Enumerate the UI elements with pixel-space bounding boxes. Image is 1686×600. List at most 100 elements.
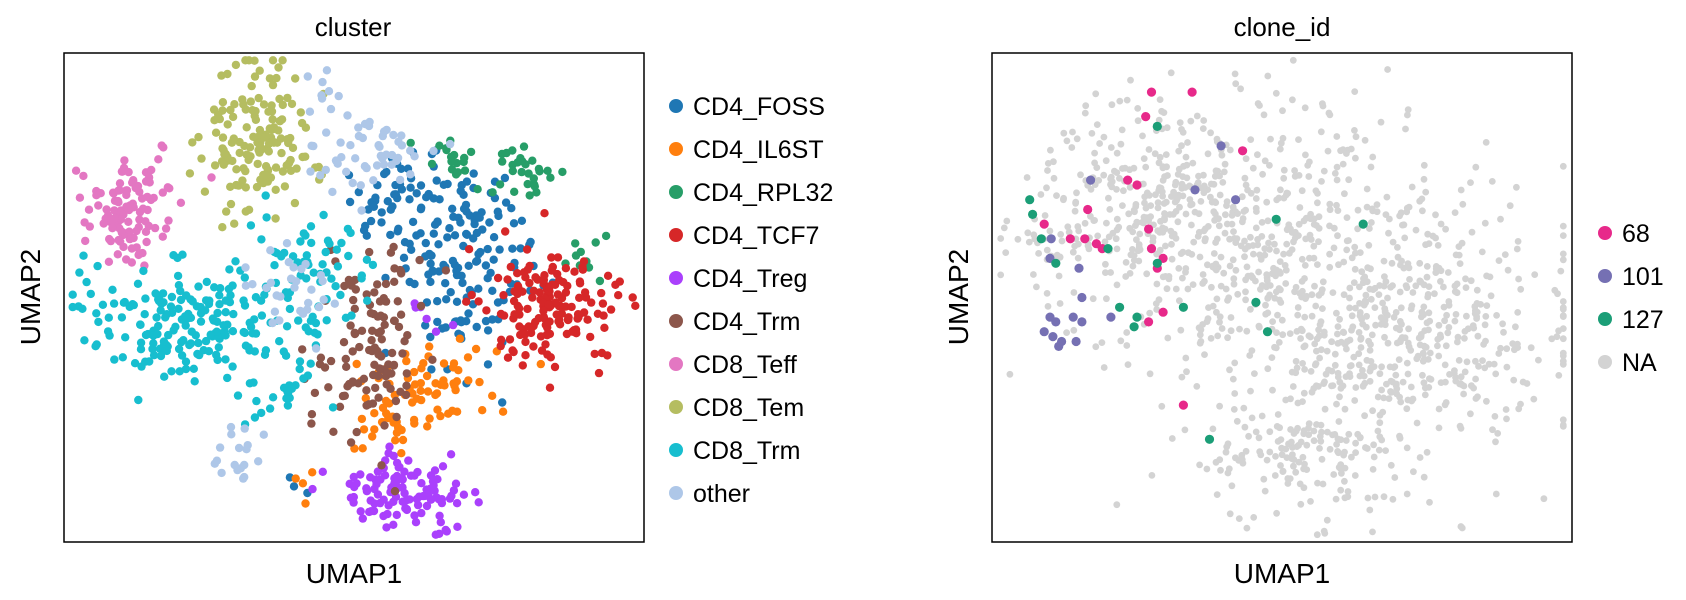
- point-na: [1348, 326, 1355, 334]
- point-cd4-rpl32: [591, 238, 600, 247]
- point-cd4-foss: [507, 204, 516, 213]
- point-cd4-foss: [426, 277, 435, 287]
- point-cd4-tcf7: [501, 227, 510, 236]
- point-cd8-trm: [257, 408, 266, 418]
- point-na: [1312, 382, 1320, 390]
- point-cd4-foss: [493, 298, 503, 307]
- point-na: [1453, 289, 1461, 297]
- point-na: [1179, 129, 1187, 136]
- point-na: [1227, 327, 1235, 335]
- point-cd4-trm: [373, 312, 382, 321]
- point-na: [1456, 422, 1464, 430]
- point-cd4-foss: [377, 218, 386, 227]
- point-clone-68: [1158, 307, 1168, 317]
- point-cd8-trm: [279, 347, 288, 356]
- point-other: [236, 464, 245, 473]
- point-na: [1175, 165, 1183, 173]
- point-na: [1404, 370, 1412, 378]
- point-na: [1174, 170, 1182, 178]
- point-na: [1346, 304, 1353, 312]
- point-na: [1535, 356, 1542, 364]
- point-cd4-trm: [402, 369, 411, 378]
- point-cd8-tem: [227, 138, 237, 147]
- point-cd4-trm: [387, 348, 397, 358]
- point-cd8-trm: [80, 336, 89, 345]
- point-na: [1394, 244, 1401, 251]
- point-na: [1463, 358, 1471, 366]
- point-na: [1154, 204, 1162, 212]
- point-na: [1352, 439, 1359, 447]
- point-na: [1371, 284, 1379, 292]
- point-na: [1303, 441, 1311, 449]
- point-cd4-trm: [350, 328, 359, 337]
- point-cd4-trm: [347, 281, 356, 290]
- point-na: [1352, 449, 1359, 456]
- point-cd4-rpl32: [558, 167, 567, 177]
- point-na: [1559, 360, 1567, 368]
- point-na: [1426, 317, 1434, 325]
- point-cd8-trm: [275, 337, 284, 346]
- point-cd4-trm: [357, 326, 367, 335]
- point-na: [1308, 388, 1316, 396]
- point-clone-68: [1144, 317, 1154, 327]
- point-na: [1107, 175, 1114, 183]
- point-na: [1044, 160, 1052, 167]
- point-na: [1242, 447, 1250, 455]
- point-na: [1301, 275, 1308, 282]
- cluster-ylabel: UMAP2: [15, 249, 46, 345]
- point-cd4-foss: [498, 398, 507, 407]
- point-cd8-trm: [233, 391, 243, 400]
- point-na: [1196, 253, 1204, 261]
- point-na: [1340, 291, 1348, 299]
- point-na: [1244, 272, 1252, 280]
- cluster-legend: CD4_FOSSCD4_IL6STCD4_RPL32CD4_TCF7CD4_Tr…: [669, 93, 833, 508]
- point-na: [1328, 367, 1336, 375]
- point-na: [1517, 285, 1525, 293]
- point-cd8-tem: [249, 132, 258, 141]
- point-na: [1122, 273, 1130, 280]
- point-na: [1494, 430, 1502, 437]
- point-na: [1296, 289, 1304, 297]
- point-cd4-treg: [422, 485, 431, 494]
- point-cd4-trm: [415, 255, 424, 265]
- point-other: [217, 468, 226, 478]
- point-na: [1053, 192, 1060, 200]
- point-na: [1172, 208, 1180, 215]
- point-other: [226, 422, 236, 432]
- point-cd4-tcf7: [499, 311, 509, 320]
- point-cd8-tem: [241, 105, 250, 114]
- point-na: [1316, 445, 1323, 452]
- point-cd4-foss: [465, 211, 474, 220]
- point-clone-127: [1358, 219, 1368, 229]
- point-na: [1024, 229, 1032, 237]
- point-na: [1410, 468, 1417, 476]
- point-na: [1003, 217, 1011, 225]
- point-na: [1260, 111, 1268, 119]
- point-na: [1454, 333, 1462, 341]
- point-na: [1182, 354, 1190, 362]
- point-cd8-trm: [75, 268, 84, 277]
- point-na: [1319, 480, 1327, 488]
- point-na: [1381, 273, 1388, 280]
- point-na: [1488, 178, 1496, 185]
- point-other: [210, 459, 219, 468]
- point-cd8-tem: [223, 120, 232, 129]
- point-cd4-trm: [381, 279, 391, 289]
- point-cd8-tem: [264, 147, 273, 156]
- point-cd4-tcf7: [580, 288, 590, 297]
- point-cd8-trm: [288, 252, 298, 261]
- point-cd4-foss: [448, 204, 457, 213]
- point-cd8-tem: [269, 138, 279, 147]
- point-na: [1279, 107, 1286, 115]
- point-na: [1307, 236, 1315, 243]
- point-cd8-trm: [270, 261, 279, 270]
- point-cd4-il6st: [475, 377, 484, 387]
- point-na: [1122, 259, 1130, 266]
- point-cd8-trm: [299, 374, 308, 383]
- point-cd8-trm: [321, 247, 330, 257]
- point-cd8-trm: [221, 355, 230, 364]
- point-na: [1287, 225, 1294, 233]
- point-cd8-trm: [252, 396, 261, 406]
- point-na: [1203, 318, 1211, 325]
- point-na: [1088, 130, 1096, 137]
